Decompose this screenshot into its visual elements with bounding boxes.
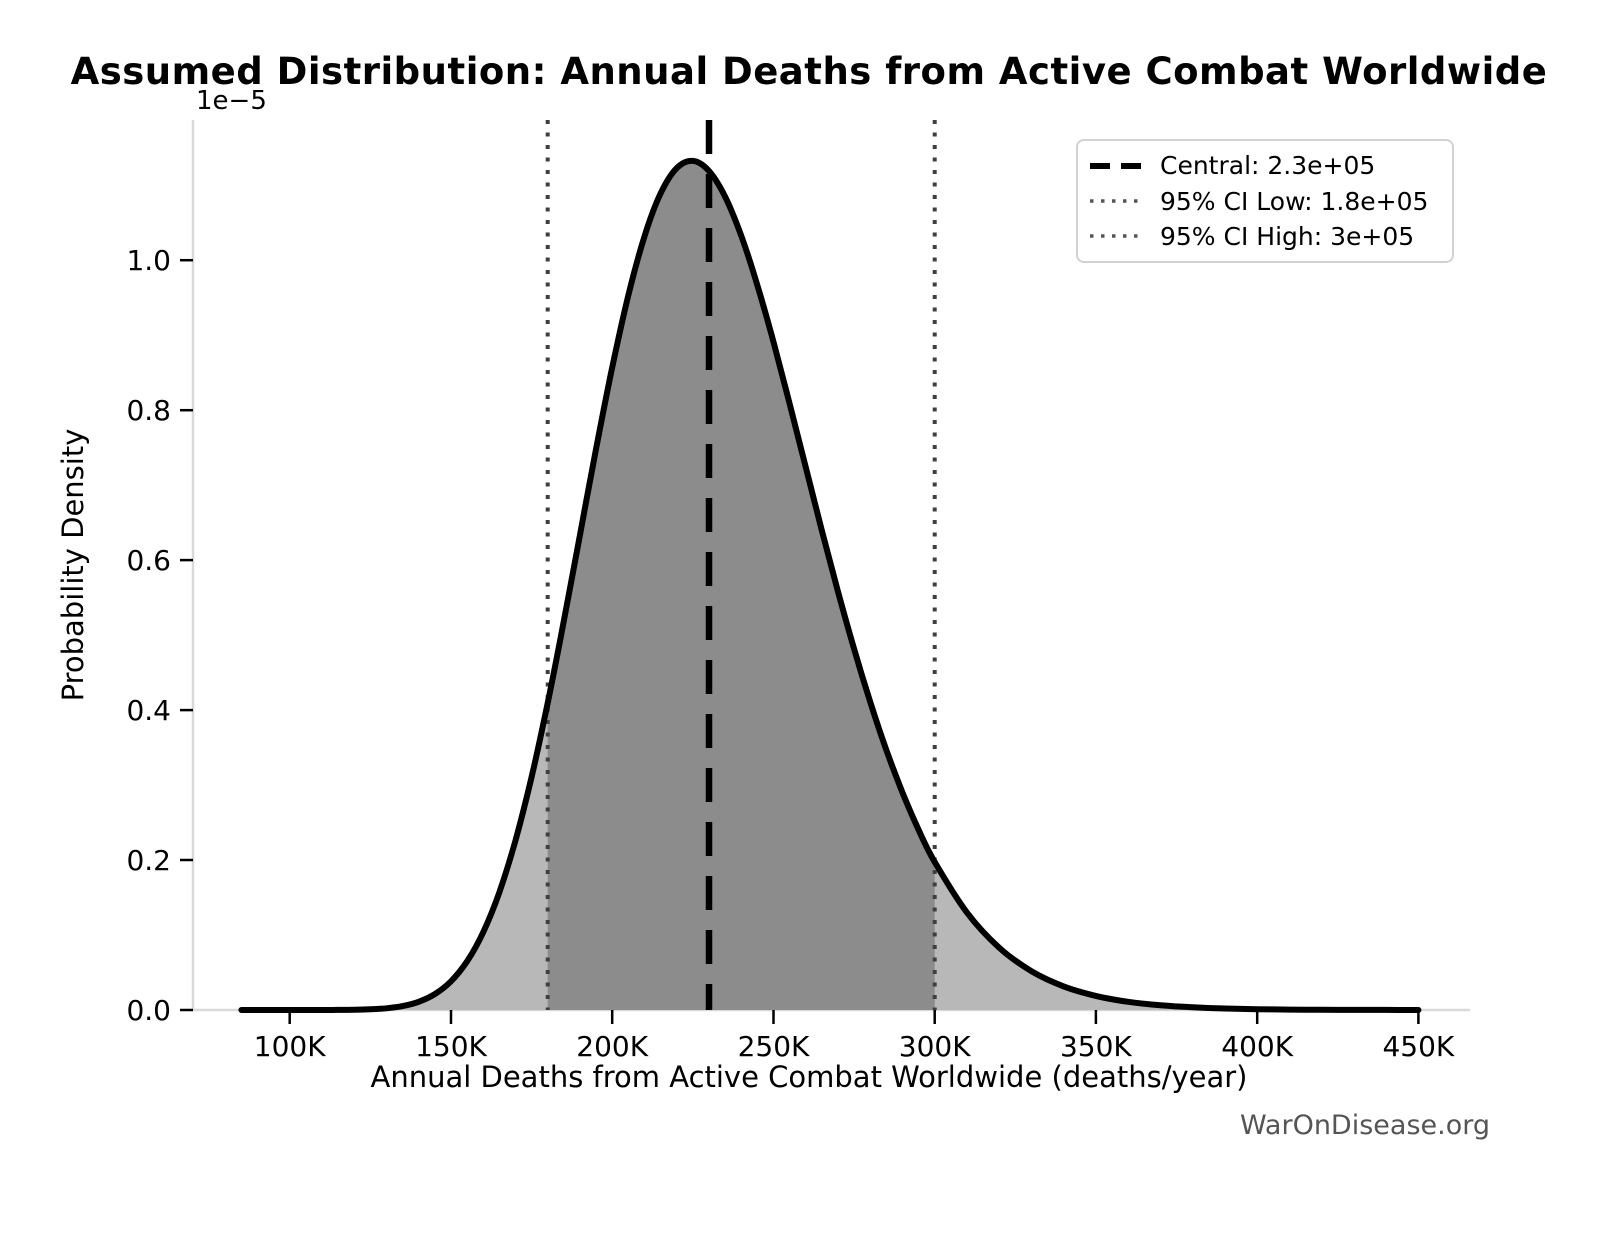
legend-entry-label: Central: 2.3e+05 <box>1160 151 1376 181</box>
y-tick-label: 0.4 <box>126 694 171 727</box>
x-axis-label: Annual Deaths from Active Combat Worldwi… <box>370 1060 1248 1094</box>
legend-entry-label: 95% CI Low: 1.8e+05 <box>1160 186 1429 216</box>
watermark: WarOnDisease.org <box>1239 1110 1490 1141</box>
density-curve <box>238 157 1422 1013</box>
x-tick-label: 350K <box>1060 1030 1132 1063</box>
y-axis-offset-label: 1e−5 <box>196 86 267 116</box>
x-tick-label: 150K <box>415 1030 487 1063</box>
y-tick-label: 0.0 <box>126 994 171 1027</box>
x-tick-label: 100K <box>254 1030 326 1063</box>
legend: Central: 2.3e+05 95% CI Low: 1.8e+05 95% C… <box>1076 139 1454 263</box>
x-tick-label: 400K <box>1221 1030 1293 1063</box>
y-tick-label: 0.2 <box>126 844 171 877</box>
ci-region-fill <box>547 160 935 1010</box>
x-tick-label: 300K <box>899 1030 971 1063</box>
chart-title: Assumed Distribution: Annual Deaths from… <box>70 50 1548 93</box>
legend-line-sample-dotted <box>1090 199 1142 203</box>
legend-line-sample-dotted <box>1090 234 1142 238</box>
legend-line-sample-dashed <box>1090 162 1142 169</box>
legend-entry: 95% CI Low: 1.8e+05 <box>1090 187 1440 216</box>
y-tick-label: 1.0 <box>126 244 171 277</box>
y-tick-label: 0.8 <box>126 394 171 427</box>
x-tick-label: 250K <box>738 1030 810 1063</box>
legend-entry: 95% CI High: 3e+05 <box>1090 222 1440 251</box>
x-tick-label: 200K <box>576 1030 648 1063</box>
legend-entry-label: 95% CI High: 3e+05 <box>1160 221 1415 251</box>
legend-entry: Central: 2.3e+05 <box>1090 151 1440 180</box>
y-tick-label: 0.6 <box>126 544 171 577</box>
x-tick-label: 450K <box>1382 1030 1454 1063</box>
